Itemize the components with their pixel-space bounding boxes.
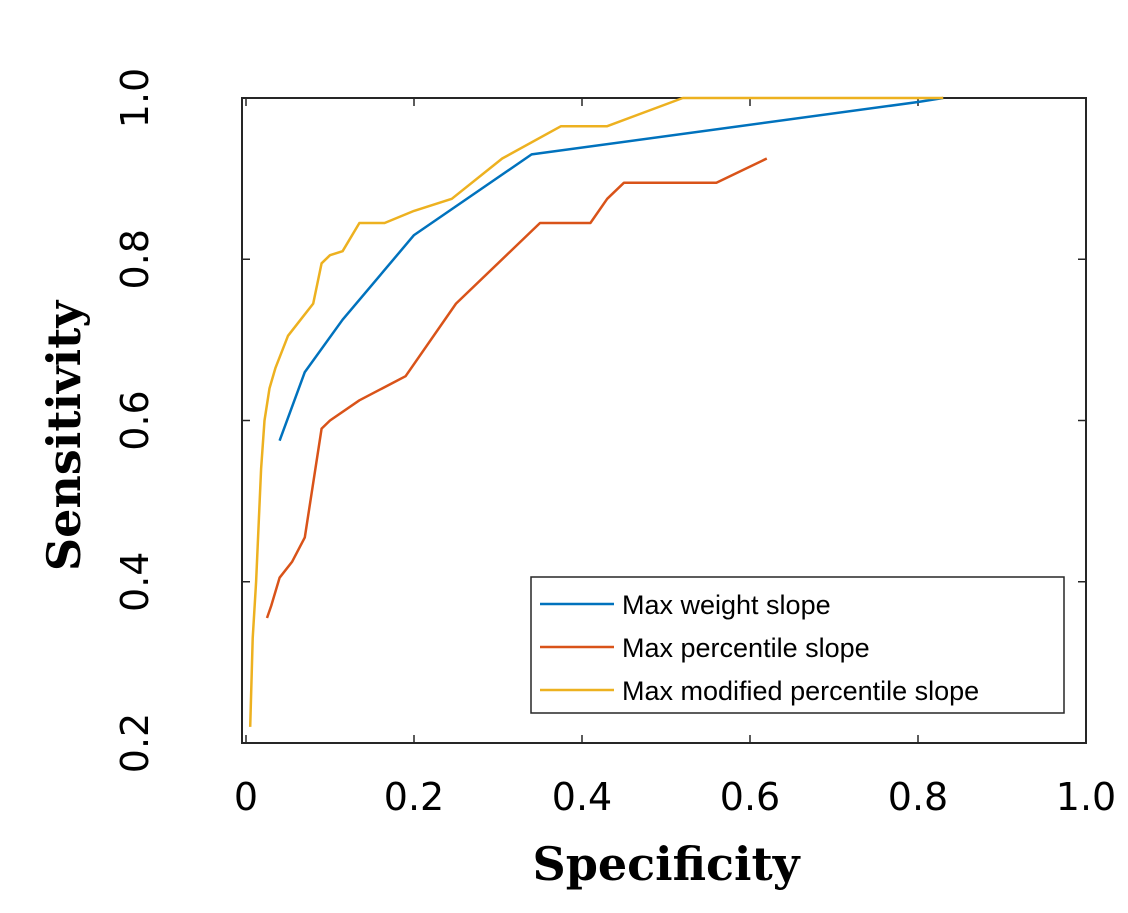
- series-layer: [248, 96, 944, 727]
- x-tick-label: 0.4: [552, 775, 612, 819]
- x-tick-label: 0.6: [720, 775, 780, 819]
- legend: Max weight slope Max percentile slope Max …: [530, 576, 1065, 714]
- x-tick-label: 0.8: [888, 775, 948, 819]
- x-tick-label: 0: [234, 775, 258, 819]
- legend-label-2: Max percentile slope: [622, 633, 870, 663]
- series-line-2: [265, 157, 768, 619]
- x-tick-label: 1.0: [1056, 775, 1116, 819]
- legend-label-1: Max weight slope: [622, 590, 831, 620]
- x-axis-title: Specificity: [532, 837, 800, 891]
- y-axis-title: Sensitivity: [37, 300, 91, 571]
- x-tick-label: 0.2: [384, 775, 444, 819]
- series-line-1: [278, 96, 944, 442]
- y-tick-label: 0.6: [113, 390, 157, 450]
- y-tick-label: 0.2: [113, 713, 157, 773]
- x-axis-ticks: 0 0.2 0.4 0.6 0.8 1.0: [234, 98, 1116, 819]
- y-tick-label: 0.8: [113, 229, 157, 289]
- y-axis-ticks: 0.2 0.4 0.6 0.8 1.0: [113, 68, 1086, 773]
- legend-label-3: Max modified percentile slope: [622, 676, 979, 706]
- series-line-3: [248, 96, 944, 727]
- legend-box: [530, 576, 1065, 714]
- y-tick-label: 1.0: [113, 68, 157, 128]
- y-tick-label: 0.4: [113, 552, 157, 612]
